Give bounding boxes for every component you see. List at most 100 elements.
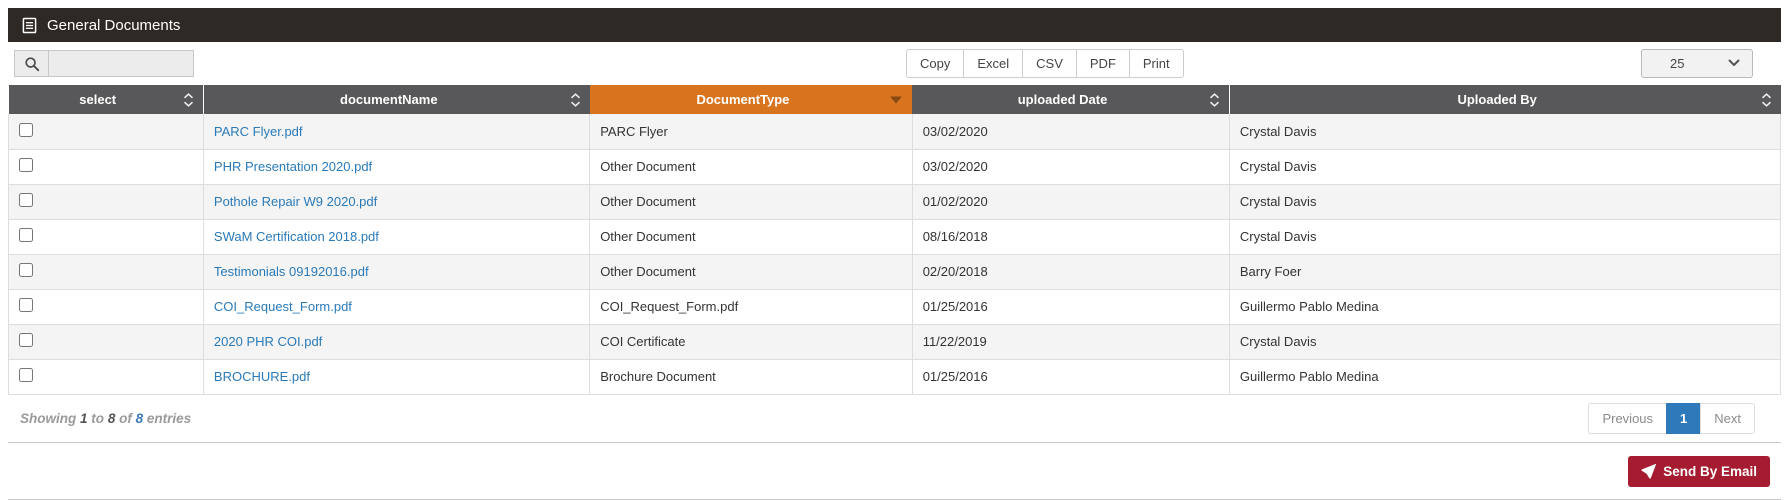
row-select-checkbox[interactable] (19, 298, 33, 312)
uploaded-by-cell: Guillermo Pablo Medina (1229, 359, 1782, 395)
export-copy-button[interactable]: Copy (906, 49, 965, 78)
document-type-cell: PARC Flyer (589, 114, 913, 150)
column-header-uploaded-by[interactable]: Uploaded By (1228, 85, 1781, 114)
column-header-label: uploaded Date (1017, 92, 1108, 107)
select-cell (8, 359, 204, 395)
uploaded-by-cell: Barry Foer (1229, 254, 1782, 290)
document-link[interactable]: SWaM Certification 2018.pdf (213, 229, 379, 244)
pagination-next-button[interactable]: Next (1700, 402, 1755, 434)
document-name-cell: Testimonials 09192016.pdf (203, 254, 591, 290)
info-total: 8 (135, 410, 144, 426)
column-header-label: Uploaded By (1457, 92, 1537, 107)
export-excel-button[interactable]: Excel (963, 49, 1024, 78)
table-footer: Showing 1 to 8 of 8 entries Previous 1 N… (8, 395, 1781, 443)
actions-row: Send By Email (8, 443, 1781, 500)
export-button-group: Copy Excel CSV PDF Print (906, 49, 1184, 78)
document-name-cell: PARC Flyer.pdf (203, 114, 591, 150)
row-select-checkbox[interactable] (19, 263, 33, 277)
sort-desc-icon (890, 96, 903, 103)
column-header-label: documentName (340, 92, 438, 107)
table-row: PARC Flyer.pdf PARC Flyer 03/02/2020 Crysta… (8, 114, 1782, 150)
search-icon (14, 50, 48, 77)
row-select-checkbox[interactable] (19, 368, 33, 382)
document-type-cell: Other Document (589, 219, 913, 255)
document-name-cell: 2020 PHR COI.pdf (203, 324, 591, 360)
document-type-cell: Other Document (589, 254, 913, 290)
entries-info: Showing 1 to 8 of 8 entries (20, 411, 191, 426)
uploaded-by-cell: Crystal Davis (1229, 184, 1782, 220)
info-from: 1 (80, 410, 88, 426)
document-name-cell: COI_Request_Form.pdf (203, 289, 591, 325)
uploaded-date-cell: 08/16/2018 (912, 219, 1230, 255)
page-length-select[interactable]: 25 (1642, 50, 1752, 77)
document-name-cell: Pothole Repair W9 2020.pdf (203, 184, 591, 220)
select-cell (8, 184, 204, 220)
documents-table: select documentName DocumentType uploaded D… (8, 85, 1782, 395)
export-pdf-button[interactable]: PDF (1075, 49, 1130, 78)
pagination-page-1-button[interactable]: 1 (1666, 402, 1702, 434)
select-cell (8, 324, 204, 360)
send-by-email-button[interactable]: Send By Email (1628, 455, 1770, 487)
document-link[interactable]: PARC Flyer.pdf (213, 123, 303, 139)
document-link[interactable]: Pothole Repair W9 2020.pdf (213, 194, 378, 209)
document-name-cell: PHR Presentation 2020.pdf (203, 149, 591, 185)
info-suffix: entries (146, 410, 192, 426)
uploaded-by-cell: Crystal Davis (1229, 114, 1782, 150)
pagination-previous-button[interactable]: Previous (1588, 402, 1668, 434)
select-cell (8, 289, 204, 325)
uploaded-by-cell: Crystal Davis (1229, 149, 1782, 185)
select-cell (8, 149, 204, 185)
uploaded-date-cell: 01/25/2016 (912, 359, 1230, 395)
table-row: Testimonials 09192016.pdf Other Document 0… (8, 254, 1782, 290)
info-to: 8 (107, 410, 116, 426)
row-select-checkbox[interactable] (19, 333, 33, 347)
column-header-label: DocumentType (696, 92, 790, 107)
column-header-select[interactable]: select (8, 85, 204, 114)
info-of-word: of (119, 410, 132, 426)
sort-both-icon (570, 92, 581, 107)
export-print-button[interactable]: Print (1128, 49, 1184, 78)
uploaded-by-cell: Guillermo Pablo Medina (1229, 289, 1782, 325)
document-type-cell: Brochure Document (589, 359, 913, 395)
table-row: PHR Presentation 2020.pdf Other Document 0… (8, 149, 1782, 185)
sort-both-icon (1761, 92, 1772, 107)
table-row: BROCHURE.pdf Brochure Document 01/25/2016 G… (8, 359, 1782, 395)
uploaded-by-cell: Crystal Davis (1229, 324, 1782, 360)
column-header-documenttype[interactable]: DocumentType (589, 85, 913, 114)
select-cell (8, 254, 204, 290)
search-input[interactable] (48, 50, 194, 77)
document-type-cell: Other Document (589, 149, 913, 185)
sort-both-icon (1209, 92, 1220, 107)
uploaded-date-cell: 03/02/2020 (912, 114, 1230, 150)
uploaded-date-cell: 11/22/2019 (912, 324, 1230, 360)
row-select-checkbox[interactable] (19, 193, 33, 207)
panel-title: General Documents (47, 16, 181, 34)
document-icon (22, 17, 37, 34)
export-csv-button[interactable]: CSV (1022, 49, 1077, 78)
document-link[interactable]: BROCHURE.pdf (213, 369, 310, 384)
column-header-label: select (79, 92, 117, 107)
document-type-cell: Other Document (589, 184, 913, 220)
search-group (14, 50, 194, 77)
table-row: 2020 PHR COI.pdf COI Certificate 11/22/201… (8, 324, 1782, 360)
document-link[interactable]: PHR Presentation 2020.pdf (213, 159, 373, 174)
table-row: COI_Request_Form.pdf COI_Request_Form.pdf… (8, 289, 1782, 325)
uploaded-date-cell: 02/20/2018 (912, 254, 1230, 290)
document-link[interactable]: 2020 PHR COI.pdf (213, 334, 323, 349)
document-name-cell: SWaM Certification 2018.pdf (203, 219, 591, 255)
info-prefix: Showing (20, 410, 77, 426)
table-header-row: select documentName DocumentType uploaded D… (8, 85, 1781, 114)
document-type-cell: COI_Request_Form.pdf (589, 289, 913, 325)
row-select-checkbox[interactable] (19, 228, 33, 242)
document-link[interactable]: COI_Request_Form.pdf (213, 299, 352, 314)
column-header-documentname[interactable]: documentName (202, 85, 590, 114)
column-header-uploaded-date[interactable]: uploaded Date (912, 85, 1230, 114)
paper-plane-icon (1641, 463, 1657, 479)
document-link[interactable]: Testimonials 09192016.pdf (213, 264, 369, 279)
uploaded-date-cell: 01/25/2016 (912, 289, 1230, 325)
row-select-checkbox[interactable] (19, 122, 33, 137)
row-select-checkbox[interactable] (19, 158, 33, 172)
uploaded-date-cell: 01/02/2020 (912, 184, 1230, 220)
uploaded-date-cell: 03/02/2020 (912, 149, 1230, 185)
panel-title-bar: General Documents (8, 8, 1781, 42)
